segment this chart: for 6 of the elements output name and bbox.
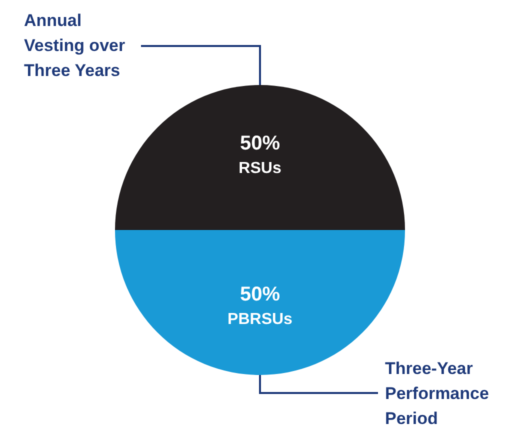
slice-label: RSUs [238,160,282,177]
text: Annual Vesting over Three Years [24,11,130,80]
data-label: 50% [240,284,280,306]
text: Three-Year Performance Period [385,359,494,428]
data-label: 50% [240,132,280,154]
slice-label: PBRSUs [228,311,293,328]
